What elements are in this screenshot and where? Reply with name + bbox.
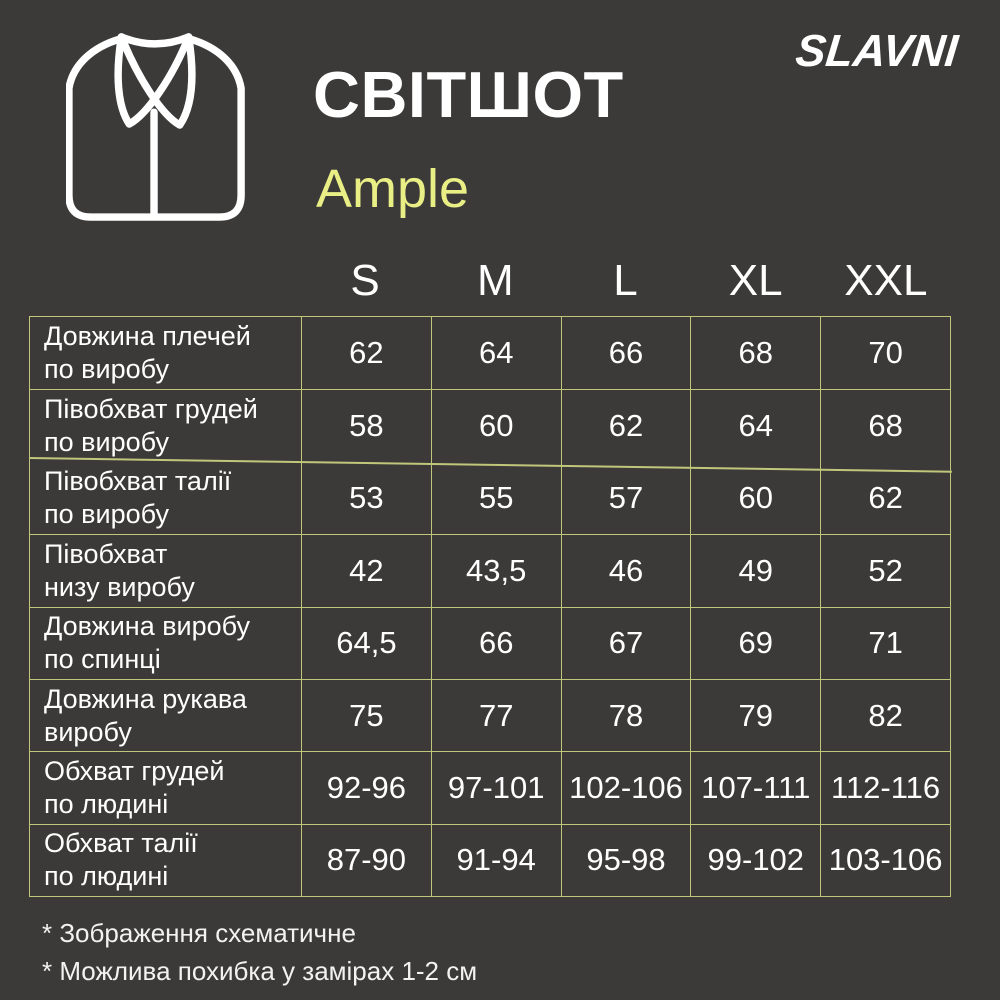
- size-header-xxl: XXL: [844, 256, 928, 305]
- row-label: Довжина виробу по спинці: [30, 606, 301, 679]
- table-cell: 62: [301, 317, 431, 390]
- row-label: Довжина рукава виробу: [30, 678, 301, 751]
- table-cell: 69: [690, 606, 821, 679]
- table-cell: 53: [301, 461, 431, 535]
- table-cell: 91-94: [430, 823, 561, 897]
- table-cell: 79: [690, 678, 821, 752]
- row-label: Півобхват талії по виробу: [44, 466, 232, 529]
- table-cell: 75: [301, 678, 431, 752]
- footnotes: * Зображення схематичне * Можлива похибк…: [42, 914, 477, 990]
- size-header-spacer: [29, 252, 300, 310]
- row-label: Обхват грудей по людині: [30, 751, 301, 823]
- table-cell: 66: [560, 317, 691, 390]
- row-label: Півобхват грудей по виробу: [30, 389, 301, 461]
- table-cell: 68: [820, 389, 950, 462]
- table-cell: 58: [301, 389, 431, 462]
- size-header-s: S: [350, 256, 380, 305]
- table-cell: 78: [560, 678, 691, 752]
- size-header-xl: XL: [728, 256, 783, 305]
- size-header-row: S M L XL XXL: [29, 252, 951, 310]
- table-cell: 95-98: [560, 823, 691, 897]
- table-cell: 92-96: [301, 751, 431, 824]
- table-cell: 64,5: [301, 606, 431, 679]
- table-cell: 102-106: [560, 751, 691, 824]
- table-cell: 82: [820, 678, 950, 752]
- footnote-tolerance: * Можлива похибка у замірах 1-2 см: [42, 956, 478, 986]
- row-label: Півобхват низу виробу: [30, 534, 301, 606]
- table-cell: 107-111: [690, 751, 821, 824]
- table-cell: 60: [690, 461, 820, 535]
- row-label: Обхват талії по людині: [30, 823, 301, 896]
- table-cell: 103-106: [820, 823, 950, 897]
- footnote-schematic: * Зображення схематичне: [42, 918, 356, 948]
- table-cell: 97-101: [430, 751, 561, 824]
- table-cell: 64: [690, 389, 821, 462]
- table-cell: 52: [820, 534, 950, 607]
- folded-shirt-icon: [66, 33, 245, 221]
- table-cell: 62: [560, 389, 691, 462]
- table-cell: 60: [430, 389, 561, 462]
- row-label: Довжина плечей по виробу: [44, 321, 251, 385]
- page-title: СВІТШОТ: [313, 58, 624, 131]
- table-cell: 77: [430, 678, 561, 752]
- size-header-m: M: [476, 256, 514, 305]
- table-cell: 70: [820, 317, 950, 390]
- model-name: Ample: [316, 159, 470, 219]
- table-cell: 42: [301, 534, 431, 607]
- table-cell: 67: [560, 606, 691, 679]
- table-cell: 49: [690, 534, 821, 607]
- table-cell: 57: [560, 461, 691, 535]
- table-cell: 99-102: [690, 823, 821, 897]
- table-cell: 66: [430, 606, 561, 679]
- table-cell: 62: [820, 461, 950, 535]
- table-cell: 43,5: [430, 534, 561, 607]
- table-cell: 87-90: [301, 823, 431, 897]
- table-cell: 112-116: [820, 751, 950, 824]
- size-header-l: L: [613, 256, 638, 305]
- table-cell: 55: [430, 461, 561, 535]
- table-cell: 46: [560, 534, 691, 607]
- table-cell: 64: [430, 317, 561, 390]
- measurements-table: Довжина плечей по виробу 62 64 66 68 70 …: [29, 316, 951, 898]
- brand-logo: SLAVNI: [793, 25, 961, 76]
- table-cell: 68: [690, 317, 820, 390]
- table-cell: 71: [820, 606, 950, 679]
